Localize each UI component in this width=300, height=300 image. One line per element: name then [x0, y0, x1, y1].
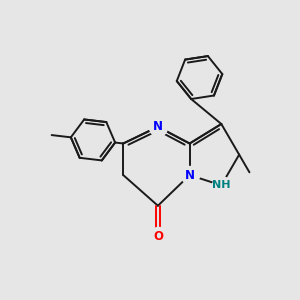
Text: N: N	[184, 169, 195, 182]
Text: N: N	[153, 120, 163, 133]
Text: NH: NH	[212, 180, 231, 190]
Text: O: O	[153, 230, 163, 243]
